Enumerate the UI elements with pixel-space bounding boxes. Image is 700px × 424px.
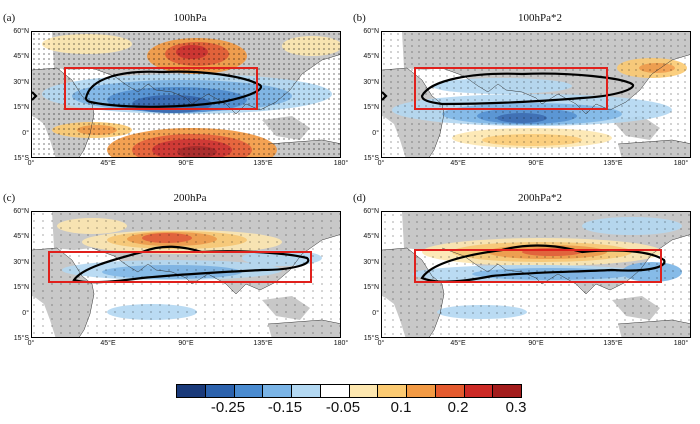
lat-tick: 0° (372, 310, 379, 317)
colorbar-swatch (407, 385, 436, 397)
lat-tick: 0° (22, 130, 29, 137)
colorbar-swatch (349, 385, 379, 397)
lat-tick: 30°N (363, 79, 379, 86)
panel-label: (c) (3, 192, 16, 204)
colorbar-swatch (177, 385, 206, 397)
lon-tick: 180° (673, 340, 689, 347)
map-area (381, 211, 691, 338)
panel-c: (c) 200hPa 60°N 45°N 30°N 15°N 0° 15°S 0… (0, 180, 350, 360)
colorbar-swatch (435, 385, 465, 397)
lat-tick: 15°S (363, 335, 379, 342)
colorbar-label: -0.05 (325, 399, 361, 416)
lat-tick: 15°N (363, 284, 379, 291)
lat-tick: 60°N (13, 28, 29, 35)
study-region-box (64, 67, 258, 110)
map-area (31, 211, 341, 338)
lat-tick: 60°N (363, 208, 379, 215)
lon-tick: 180° (333, 340, 349, 347)
panel-label: (b) (353, 12, 366, 24)
lat-tick: 45°N (363, 233, 379, 240)
lon-tick: 135°E (603, 340, 623, 347)
lat-tick: 0° (22, 310, 29, 317)
colorbar-swatch (234, 385, 264, 397)
colorbar-swatch (263, 385, 292, 397)
lon-tick: 135°E (253, 160, 273, 167)
lon-tick: 90°E (178, 160, 194, 167)
lat-tick: 45°N (363, 53, 379, 60)
colorbar-label: 0.1 (390, 399, 412, 416)
lat-tick: 15°N (363, 104, 379, 111)
map-area (31, 31, 341, 158)
panel-title: 200hPa (173, 192, 207, 204)
lon-tick: 90°E (178, 340, 194, 347)
panel-title: 100hPa (173, 12, 207, 24)
colorbar-swatch (320, 385, 350, 397)
lon-tick: 90°E (528, 160, 544, 167)
lat-tick: 15°N (13, 104, 29, 111)
lon-tick: 0° (377, 340, 385, 347)
colorbar-swatch (292, 385, 321, 397)
lon-tick: 45°E (100, 340, 116, 347)
panel-b: (b) 100hPa*2 60°N 45°N 30°N 15°N 0° 15°S… (350, 0, 700, 180)
colorbar (176, 384, 522, 398)
colorbar-label: 0.2 (447, 399, 469, 416)
panel-label: (a) (3, 12, 16, 24)
lat-tick: 45°N (13, 53, 29, 60)
panel-label: (d) (353, 192, 366, 204)
lat-tick: 60°N (363, 28, 379, 35)
colorbar-swatch (378, 385, 407, 397)
colorbar-swatch (493, 385, 521, 397)
colorbar-swatch (205, 385, 235, 397)
lat-tick: 60°N (13, 208, 29, 215)
panel-title: 100hPa*2 (518, 12, 562, 24)
lon-tick: 45°E (450, 340, 466, 347)
lat-tick: 30°N (363, 259, 379, 266)
lon-tick: 180° (333, 160, 349, 167)
lat-tick: 45°N (13, 233, 29, 240)
lon-tick: 45°E (450, 160, 466, 167)
lat-tick: 30°N (13, 79, 29, 86)
lon-tick: 0° (27, 340, 35, 347)
panel-title: 200hPa*2 (518, 192, 562, 204)
lat-tick: 15°S (13, 155, 29, 162)
map-area (381, 31, 691, 158)
panel-a: (a) 100hPa 60°N 45°N 30°N 15°N 0° 15°S 0… (0, 0, 350, 180)
lon-tick: 180° (673, 160, 689, 167)
colorbar-label: 0.3 (505, 399, 527, 416)
lon-tick: 0° (377, 160, 385, 167)
lon-tick: 45°E (100, 160, 116, 167)
colorbar-label: -0.15 (267, 399, 303, 416)
lat-tick: 15°S (13, 335, 29, 342)
lat-tick: 0° (372, 130, 379, 137)
lon-tick: 0° (27, 160, 35, 167)
colorbar-swatch (464, 385, 494, 397)
lon-tick: 90°E (528, 340, 544, 347)
lon-tick: 135°E (603, 160, 623, 167)
panel-d: (d) 200hPa*2 60°N 45°N 30°N 15°N 0° 15°S… (350, 180, 700, 360)
lon-tick: 135°E (253, 340, 273, 347)
lat-tick: 15°S (363, 155, 379, 162)
colorbar-label: -0.25 (210, 399, 246, 416)
lat-tick: 15°N (13, 284, 29, 291)
lat-tick: 30°N (13, 259, 29, 266)
